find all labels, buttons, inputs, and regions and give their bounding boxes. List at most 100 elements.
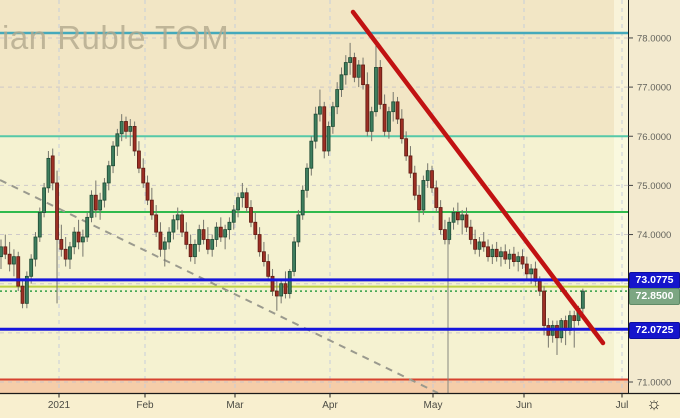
candle-up: [80, 236, 85, 243]
time-axis-label: Jul: [616, 400, 629, 411]
candle-up: [318, 106, 322, 115]
candle-down: [481, 241, 486, 248]
candle-down: [434, 187, 439, 208]
candle-down: [184, 231, 189, 245]
settings-gear-icon[interactable]: ☼: [646, 394, 662, 413]
candle-up: [313, 113, 318, 142]
candle-down: [361, 64, 365, 86]
candle-up: [119, 121, 124, 135]
candle-down: [382, 103, 387, 132]
candle-up: [167, 231, 171, 243]
candle-up: [451, 212, 456, 223]
salmon-band: [0, 380, 628, 393]
candle-down: [486, 246, 490, 258]
candle-up: [214, 226, 219, 240]
candle-up: [490, 248, 495, 258]
candle-down: [399, 118, 404, 140]
candle-down: [352, 57, 357, 78]
candle-down: [464, 214, 469, 228]
candle-down: [257, 234, 262, 253]
candle-up: [197, 229, 202, 245]
candle-down: [365, 84, 370, 132]
candle-down: [537, 280, 542, 292]
candle-up: [421, 180, 426, 211]
candle-down: [443, 229, 447, 240]
candle-up: [499, 251, 503, 258]
candle-down: [218, 226, 223, 238]
candle-down: [63, 248, 68, 260]
time-axis-label: Feb: [136, 400, 154, 411]
candle-down: [511, 253, 516, 262]
candle-up: [339, 74, 344, 90]
candle-up: [326, 126, 331, 152]
candle-up: [106, 165, 111, 184]
candle-down: [93, 194, 98, 211]
candle-down: [141, 167, 146, 184]
candle-up: [391, 101, 396, 113]
candle-up: [111, 145, 115, 167]
candle-up: [98, 199, 103, 211]
candle-down: [283, 283, 288, 294]
candle-down: [137, 150, 141, 169]
candle-up: [343, 62, 348, 76]
candle-up: [296, 214, 301, 243]
candle-down: [430, 170, 434, 189]
candle-down: [378, 67, 383, 105]
candle-down: [145, 182, 150, 201]
candle-down: [322, 106, 327, 152]
candle-up: [210, 239, 215, 250]
candle-down: [417, 194, 421, 211]
candle-down: [205, 239, 210, 250]
candle-up: [516, 256, 521, 262]
candle-up: [374, 67, 378, 113]
candle-down: [468, 226, 473, 240]
price-badge-72.0725: 72.0725: [629, 321, 680, 339]
candle-up: [356, 64, 361, 78]
candle-up: [477, 241, 482, 250]
candle-down: [55, 182, 59, 240]
candle-down: [124, 121, 128, 132]
candle-up: [330, 106, 335, 127]
price-axis-label: 77.0000: [637, 83, 671, 94]
candle-down: [572, 315, 577, 321]
candle-down: [59, 239, 64, 250]
candle-up: [85, 216, 90, 238]
candle-up: [287, 271, 292, 294]
candle-down: [404, 138, 409, 157]
candle-down: [473, 239, 478, 250]
candle-down: [149, 199, 154, 216]
candle-down: [16, 256, 21, 287]
candle-down: [395, 101, 400, 120]
candle-up: [507, 253, 512, 260]
candle-up: [37, 212, 42, 238]
candle-up: [335, 89, 340, 108]
candle-down: [158, 231, 163, 250]
candle-down: [266, 261, 271, 277]
candle-up: [309, 140, 314, 169]
red-downtrend-line[interactable]: [350, 9, 606, 346]
main-zone-background: [0, 136, 628, 380]
long-term-dashed-trendline[interactable]: [0, 179, 439, 394]
candle-down: [455, 212, 460, 221]
candle-up: [33, 236, 38, 260]
candle-up: [162, 241, 167, 250]
candle-up: [305, 167, 309, 191]
candle-down: [188, 243, 193, 258]
price-badge-72.8500: 72.8500: [629, 287, 680, 305]
candle-up: [240, 192, 245, 199]
price-badge-73.0775: 73.0775: [629, 272, 680, 290]
candle-up: [128, 126, 133, 132]
time-axis-label: Jun: [516, 400, 532, 411]
candle-up: [68, 246, 72, 260]
price-axis-label: 74.0000: [637, 230, 671, 241]
candle-up: [231, 209, 236, 223]
candle-up: [223, 229, 228, 238]
candle-down: [7, 253, 12, 265]
time-axis-label: May: [424, 400, 443, 411]
candle-up: [193, 243, 197, 258]
candle-down: [20, 285, 25, 304]
price-axis-label: 71.0000: [637, 378, 671, 389]
candle-up: [46, 157, 51, 189]
